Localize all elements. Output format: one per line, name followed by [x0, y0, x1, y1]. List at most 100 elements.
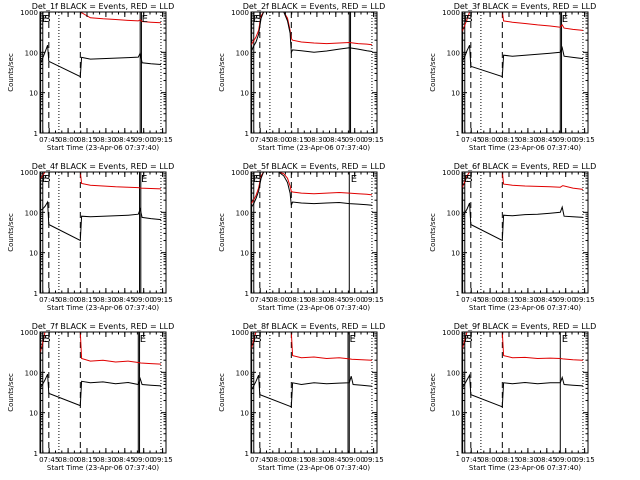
y-tick-label: 100: [25, 369, 38, 377]
marker-label-e: E: [42, 334, 48, 345]
x-tick-label: 08:30: [307, 296, 327, 304]
marker-label-e: E: [253, 334, 259, 345]
marker-label-e: E: [562, 14, 568, 25]
y-tick-label: 10: [451, 90, 460, 98]
x-axis-label: Start Time (23-Apr-06 07:37:40): [469, 304, 581, 312]
y-tick-label: 1: [245, 290, 249, 298]
series-line-events: [40, 373, 162, 407]
chart-title: Det_9f BLACK = Events, RED = LLD: [454, 322, 597, 331]
y-axis-label: Counts/sec: [7, 213, 15, 252]
y-tick-label: 100: [25, 209, 38, 217]
x-tick-label: 08:00: [480, 456, 500, 464]
plot-frame: [39, 331, 167, 454]
series-line-lld: [40, 172, 162, 190]
x-axis-label: Start Time (23-Apr-06 07:37:40): [469, 464, 581, 472]
series-line-events: [462, 44, 584, 78]
marker-label-e: E: [350, 334, 356, 345]
chart-title: Det_3f BLACK = Events, RED = LLD: [454, 2, 597, 11]
chart-title: Det_6f BLACK = Events, RED = LLD: [454, 162, 597, 171]
x-tick-label: 07:45: [250, 456, 270, 464]
marker-label-e: E: [253, 14, 259, 25]
x-tick-label: 08:30: [96, 456, 116, 464]
plot-area: [251, 12, 373, 133]
x-tick-label: 09:15: [153, 456, 173, 464]
x-tick-label: 08:30: [518, 296, 538, 304]
x-tick-label: 08:00: [269, 296, 289, 304]
y-tick-label: 100: [236, 369, 249, 377]
chart-title: Det_2f BLACK = Events, RED = LLD: [243, 2, 386, 11]
x-tick-label: 08:15: [77, 136, 97, 144]
x-tick-label: 08:15: [288, 136, 308, 144]
plot-area: [40, 12, 162, 133]
series-line-events: [251, 172, 373, 208]
x-tick-label: 09:00: [345, 136, 365, 144]
marker-label-s: S: [255, 334, 261, 345]
series-line-lld: [40, 332, 162, 365]
x-tick-label: 07:45: [250, 136, 270, 144]
x-tick-label: 08:30: [96, 296, 116, 304]
chart-title: Det_7f BLACK = Events, RED = LLD: [32, 322, 175, 331]
y-tick-label: 1000: [231, 169, 249, 177]
x-tick-label: 09:15: [153, 136, 173, 144]
y-axis-label: Counts/sec: [7, 373, 15, 412]
series-line-lld: [251, 332, 373, 361]
x-tick-label: 08:30: [96, 136, 116, 144]
series-line-events: [40, 200, 162, 242]
x-tick-label: 09:15: [364, 136, 384, 144]
marker-label-s: S: [466, 14, 472, 25]
y-tick-label: 1: [456, 130, 460, 138]
plot-frame: [39, 171, 167, 294]
x-tick-label: 08:30: [518, 136, 538, 144]
plot-frame: [461, 11, 589, 134]
x-tick-label: 08:45: [326, 456, 346, 464]
x-tick-label: 09:15: [364, 456, 384, 464]
series-line-events: [251, 375, 373, 408]
y-tick-label: 100: [447, 369, 460, 377]
y-tick-label: 1: [34, 130, 38, 138]
plot-area: [251, 332, 373, 453]
marker-label-s: S: [255, 174, 261, 185]
series-line-lld: [251, 172, 373, 205]
y-tick-label: 10: [29, 410, 38, 418]
x-tick-label: 08:15: [77, 296, 97, 304]
chart-panel-6: Det_6f BLACK = Events, RED = LLD ES 1 10 100…: [429, 162, 596, 312]
y-axis-label: Counts/sec: [218, 53, 226, 92]
series-line-lld: [251, 12, 373, 46]
marker-label-e: E: [141, 174, 147, 185]
plot-frame: [250, 331, 378, 454]
x-axis-label: Start Time (23-Apr-06 07:37:40): [469, 144, 581, 152]
x-axis-label: Start Time (23-Apr-06 07:37:40): [47, 144, 159, 152]
y-tick-label: 10: [29, 250, 38, 258]
x-tick-label: 09:15: [575, 136, 595, 144]
y-tick-label: 1000: [231, 329, 249, 337]
x-axis-label: Start Time (23-Apr-06 07:37:40): [258, 464, 370, 472]
x-tick-label: 08:30: [307, 136, 327, 144]
chart-title: Det_1f BLACK = Events, RED = LLD: [32, 2, 175, 11]
x-tick-label: 08:45: [537, 456, 557, 464]
x-tick-label: 09:00: [556, 296, 576, 304]
x-tick-label: 08:45: [326, 296, 346, 304]
x-tick-label: 08:00: [269, 136, 289, 144]
x-tick-label: 08:15: [499, 296, 519, 304]
x-tick-label: 08:15: [288, 296, 308, 304]
y-tick-label: 1000: [442, 169, 460, 177]
x-tick-label: 08:45: [115, 456, 135, 464]
plot-area: [462, 172, 584, 293]
marker-label-e: E: [464, 14, 470, 25]
chart-title: Det_4f BLACK = Events, RED = LLD: [32, 162, 175, 171]
marker-label-e: E: [42, 174, 48, 185]
chart-title: Det_5f BLACK = Events, RED = LLD: [243, 162, 386, 171]
chart-title: Det_8f BLACK = Events, RED = LLD: [243, 322, 386, 331]
x-tick-label: 09:15: [364, 296, 384, 304]
x-tick-label: 08:15: [288, 456, 308, 464]
x-tick-label: 08:30: [307, 456, 327, 464]
y-tick-label: 1000: [20, 169, 38, 177]
x-tick-label: 08:15: [499, 456, 519, 464]
x-tick-label: 08:45: [537, 136, 557, 144]
